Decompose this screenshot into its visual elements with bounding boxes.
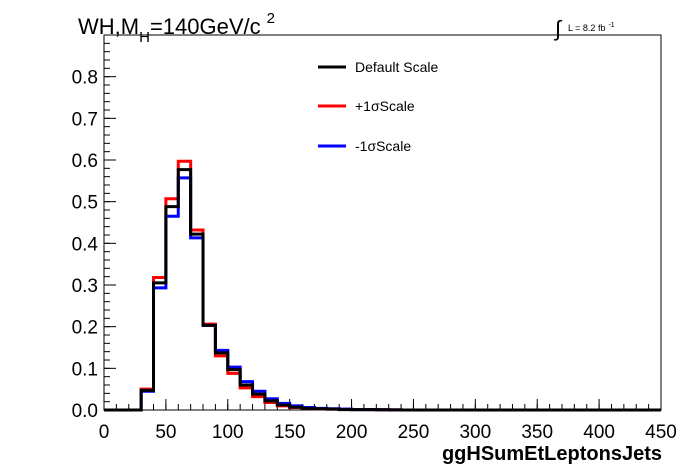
plot-frame bbox=[103, 34, 662, 411]
lumi-label: L = 8.2 fb -1 bbox=[568, 22, 615, 33]
x-tick-label: 450 bbox=[645, 422, 677, 443]
title-subscript: H bbox=[139, 29, 150, 46]
x-tick-label: 400 bbox=[583, 422, 615, 443]
y-tick-label: 0.5 bbox=[72, 193, 98, 214]
series-plus-sigma-scale bbox=[104, 159, 661, 412]
x-tick-label: 250 bbox=[398, 422, 430, 443]
x-tick-label: 50 bbox=[155, 422, 176, 443]
y-axis: 0.0 0.1 0.2 0.3 0.4 0.5 0.6 0.7 0.8 bbox=[72, 34, 116, 422]
x-tick-label: 0 bbox=[99, 422, 110, 443]
y-tick-label: 0.0 bbox=[72, 401, 98, 422]
y-tick-label: 0.4 bbox=[72, 234, 99, 255]
legend: Default Scale +1σScale -1σScale bbox=[318, 59, 438, 154]
series-layer bbox=[104, 159, 661, 412]
lumi-integral-symbol: ∫ bbox=[553, 16, 563, 41]
x-tick-label: 100 bbox=[212, 422, 244, 443]
x-tick-label: 200 bbox=[336, 422, 368, 443]
y-tick-label: 0.3 bbox=[72, 276, 98, 297]
legend-label-minus-sigma-scale: -1σScale bbox=[355, 138, 411, 154]
chart-title: WH,MH=140GeV/c 2 bbox=[78, 10, 275, 46]
x-axis-title: ggHSumEtLeptonsJets bbox=[442, 443, 662, 465]
y-tick-label: 0.6 bbox=[72, 151, 98, 172]
lumi-value: L = 8.2 fb bbox=[568, 23, 605, 33]
y-tick-label: 0.8 bbox=[72, 68, 98, 89]
y-tick-label: 0.2 bbox=[72, 318, 98, 339]
x-tick-label: 350 bbox=[521, 422, 553, 443]
x-tick-label: 300 bbox=[459, 422, 491, 443]
x-axis: 0 50 100 150 200 250 300 350 400 450 bbox=[99, 399, 677, 443]
series-default-scale bbox=[104, 168, 661, 412]
x-tick-label: 150 bbox=[274, 422, 306, 443]
legend-label-plus-sigma-scale: +1σScale bbox=[355, 98, 415, 114]
legend-label-default-scale: Default Scale bbox=[355, 59, 438, 75]
title-rest: =140GeV/c bbox=[150, 14, 261, 39]
title-superscript: 2 bbox=[267, 10, 275, 27]
series-minus-sigma-scale bbox=[104, 176, 661, 412]
y-tick-label: 0.7 bbox=[72, 109, 98, 130]
y-tick-label: 0.1 bbox=[72, 359, 98, 380]
lumi-superscript: -1 bbox=[608, 22, 614, 29]
